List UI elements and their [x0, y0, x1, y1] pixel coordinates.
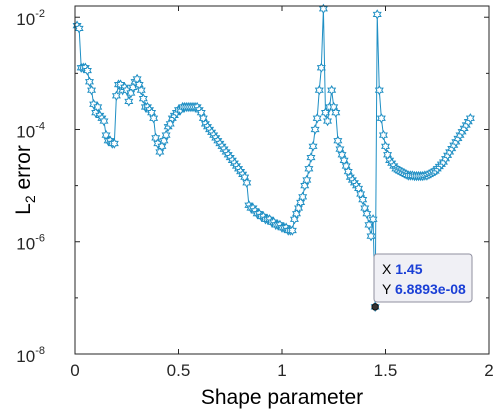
y-axis-label-subscript: 2: [22, 195, 38, 203]
data-point-marker: [362, 208, 372, 219]
data-point-marker: [287, 225, 297, 236]
data-point-marker: [368, 214, 378, 225]
data-point-marker: [323, 115, 333, 127]
data-point-marker: [372, 9, 382, 20]
data-point-marker: [364, 219, 374, 231]
data-point-marker: [304, 163, 314, 174]
data-point-marker: [242, 177, 252, 189]
ticks-layer: 0 0.5 1 1.5 2 10-2 10-4 10-6 10-8: [16, 6, 494, 380]
x-tick-label: 2: [484, 361, 493, 380]
data-point-marker: [109, 138, 119, 149]
data-point-marker: [310, 124, 320, 135]
data-point-marker: [381, 141, 390, 152]
data-point-marker: [136, 84, 146, 96]
data-point-marker: [378, 129, 388, 141]
data-point-marker: [374, 84, 384, 96]
data-point-marker: [312, 113, 322, 124]
data-point-marker: [87, 84, 97, 96]
x-tick-label: 1.5: [374, 361, 398, 380]
data-point-marker: [366, 230, 376, 242]
data-point-marker: [327, 84, 337, 96]
x-tick-label: 0: [70, 361, 79, 380]
data-point-marker: [99, 115, 109, 127]
data-point-marker: [84, 76, 94, 87]
data-point-marker: [161, 129, 171, 141]
data-point-marker: [93, 101, 103, 113]
data-point-marker: [298, 191, 308, 203]
x-axis-label: Shape parameter: [201, 386, 363, 409]
data-point-marker: [316, 62, 326, 73]
data-point-marker: [302, 174, 312, 186]
y-tick-label: 10-4: [16, 120, 45, 141]
data-tip-y: Y 6.8893e-08: [382, 281, 466, 297]
y-tick-label: 10-6: [16, 233, 45, 254]
data-point-marker: [124, 96, 134, 107]
data-point-marker: [138, 93, 148, 104]
data-point-marker: [376, 113, 386, 124]
data-point-marker: [358, 194, 368, 205]
y-tick-label: 10-2: [16, 8, 45, 29]
x-tick-label: 1: [277, 361, 286, 380]
data-tip[interactable]: X 1.45 Y 6.8893e-08: [371, 253, 473, 311]
data-point-marker: [149, 113, 159, 124]
data-point-marker: [308, 141, 318, 152]
y-tick-label: 10-8: [16, 345, 45, 366]
data-point-marker: [331, 107, 341, 118]
data-point-marker: [111, 90, 121, 102]
data-tip-point: [371, 303, 379, 311]
data-point-marker: [82, 65, 92, 76]
data-tip-box: [373, 253, 473, 303]
y-axis-label: L2 error: [12, 145, 38, 215]
data-point-marker: [314, 84, 324, 96]
data-tip-x: X 1.45: [382, 261, 423, 277]
data-point-marker: [306, 152, 316, 163]
data-point-marker: [333, 135, 343, 146]
x-tick-label: 0.5: [167, 361, 191, 380]
series-layer: [73, 3, 475, 313]
data-point-marker: [318, 3, 328, 15]
data-point-marker: [465, 113, 475, 124]
